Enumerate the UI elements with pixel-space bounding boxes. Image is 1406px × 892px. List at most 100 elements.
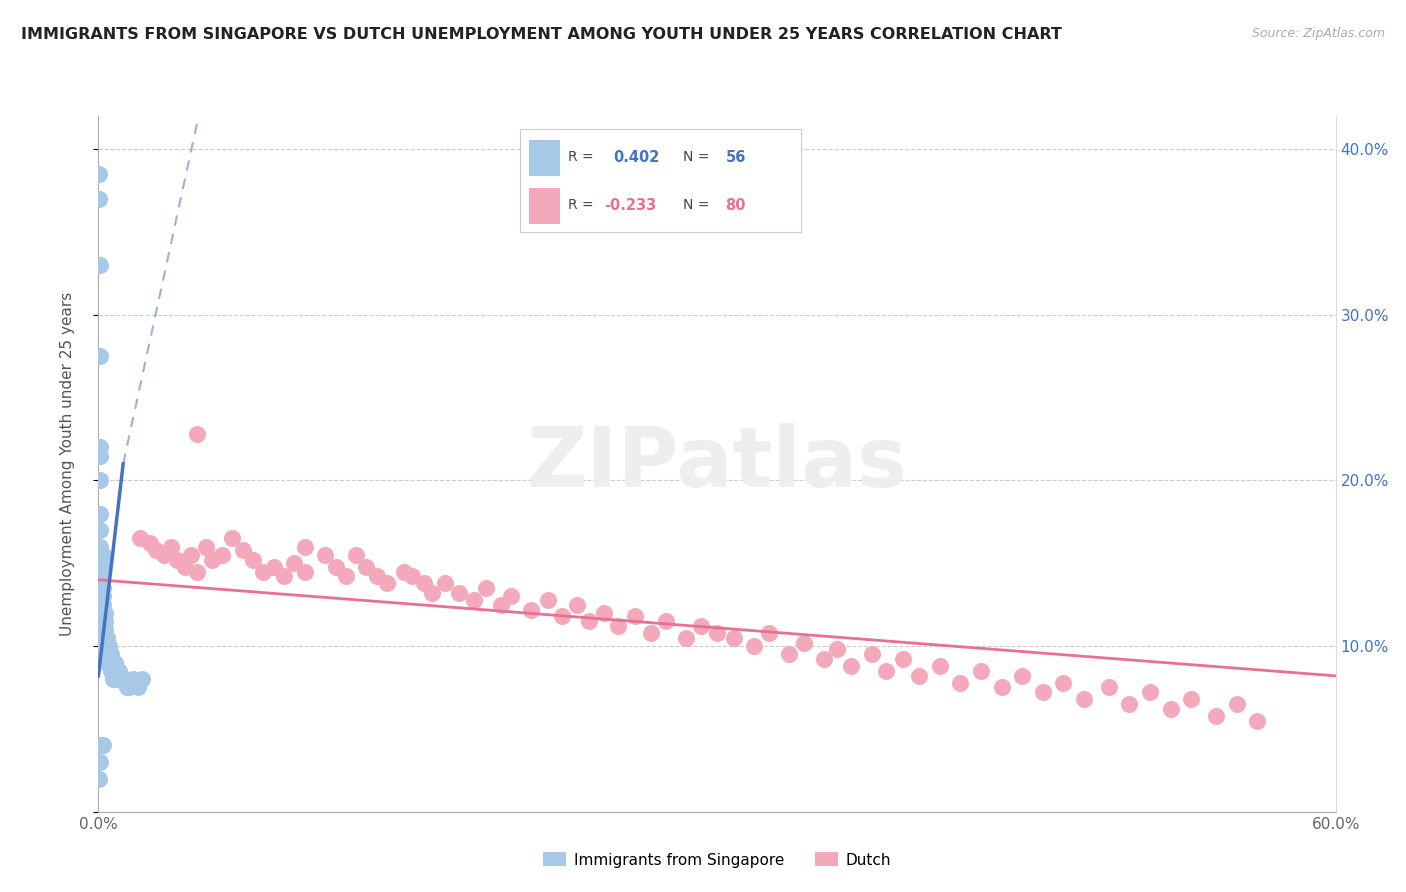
Point [1160,702,1182,716]
Point [90,556,112,570]
Point [283,556,305,570]
Point [108,664,131,678]
Point [839,659,862,673]
Point [433,576,456,591]
Point [706,625,728,640]
Point [96,631,118,645]
Point [91,565,114,579]
Point [127,681,149,695]
Point [990,681,1012,695]
Point [221,532,243,546]
Point [325,559,347,574]
Point [97,656,120,670]
Point [366,569,388,583]
Point [949,675,972,690]
Point [89,349,111,363]
Point [314,548,336,562]
Point [89,192,111,206]
Point [93,623,115,637]
Point [1032,685,1054,699]
Point [928,659,950,673]
Point [89,440,111,454]
Point [344,548,367,562]
Point [91,614,114,628]
Point [449,586,471,600]
Point [112,672,135,686]
Point [499,590,522,604]
Point [96,639,118,653]
Point [89,167,111,181]
Point [153,548,176,562]
Point [463,592,485,607]
Text: 56: 56 [725,150,745,164]
Point [335,569,357,583]
Point [793,636,815,650]
Point [114,672,136,686]
Point [607,619,630,633]
Point [122,672,145,686]
Point [1011,669,1033,683]
Point [1226,697,1249,711]
Point [475,581,498,595]
Point [96,656,118,670]
Point [104,656,127,670]
Point [104,664,127,678]
Point [91,581,114,595]
Point [100,656,122,670]
Point [1118,697,1140,711]
Point [97,639,120,653]
Point [875,664,897,678]
Point [565,598,588,612]
Point [640,625,662,640]
Text: R =: R = [568,198,593,212]
Point [623,609,645,624]
Point [89,540,111,554]
Point [232,543,254,558]
Point [100,648,122,662]
Point [186,427,208,442]
Point [89,507,111,521]
Point [108,672,131,686]
FancyBboxPatch shape [529,140,560,176]
Point [401,569,423,583]
Point [413,576,436,591]
Point [1073,692,1095,706]
Point [101,656,124,670]
Point [356,559,378,574]
Point [392,565,415,579]
Point [723,631,745,645]
Point [105,672,128,686]
Point [1180,692,1202,706]
Point [91,548,114,562]
Point [1205,708,1227,723]
Point [93,614,115,628]
Point [252,565,274,579]
Point [96,648,118,662]
Point [89,772,111,786]
Point [97,648,120,662]
Point [89,739,111,753]
Point [860,648,883,662]
Text: ZIPatlas: ZIPatlas [527,424,907,504]
Point [89,623,111,637]
Point [128,532,150,546]
Text: -0.233: -0.233 [605,198,657,213]
Point [100,664,122,678]
Point [91,739,114,753]
Point [101,672,124,686]
Point [422,586,444,600]
Point [89,755,111,769]
Point [89,258,111,272]
Point [91,598,114,612]
Text: Source: ZipAtlas.com: Source: ZipAtlas.com [1251,27,1385,40]
Point [91,590,114,604]
Point [131,672,153,686]
Point [970,664,993,678]
Point [294,565,316,579]
Point [89,523,111,537]
Text: 80: 80 [725,198,747,213]
Point [180,548,202,562]
Point [110,672,132,686]
Point [242,553,264,567]
Point [551,609,574,624]
